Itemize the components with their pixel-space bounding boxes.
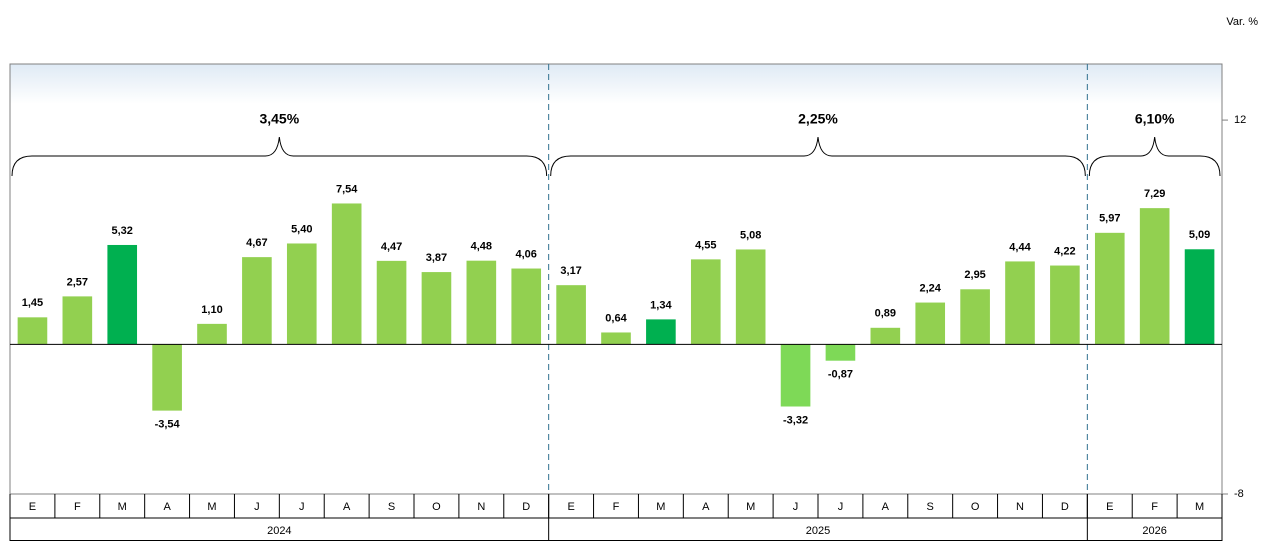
bar (735, 249, 766, 345)
x-tick-label: E (567, 501, 574, 513)
value-label: 4,44 (1009, 241, 1031, 253)
bar (1050, 265, 1080, 345)
y-tick-label: -8 (1234, 488, 1244, 500)
value-label: -3,54 (155, 419, 181, 431)
bar (960, 289, 990, 345)
bar (376, 260, 407, 345)
bar (556, 285, 586, 345)
x-tick-label: F (613, 501, 620, 513)
x-tick-label: J (838, 501, 844, 513)
value-label: 4,06 (516, 248, 537, 260)
period-annotation: 2,25% (798, 111, 838, 127)
bar (1005, 261, 1035, 345)
y-tick-label: 12 (1234, 114, 1246, 126)
x-tick-label: J (254, 501, 260, 513)
value-label: 5,40 (291, 223, 312, 235)
value-label: 2,95 (964, 269, 985, 281)
bar (197, 323, 227, 345)
x-tick-label: F (74, 501, 81, 513)
value-label: 3,87 (426, 252, 447, 264)
value-label: 5,32 (112, 225, 133, 237)
value-label: 5,97 (1099, 213, 1120, 225)
bar (511, 268, 542, 345)
bar (690, 259, 721, 345)
x-tick-label: F (1151, 501, 1158, 513)
x-tick-label: D (1061, 501, 1069, 513)
bar (17, 317, 48, 345)
value-label: 7,54 (336, 183, 358, 195)
bar (421, 272, 452, 345)
value-label: 1,45 (22, 297, 43, 309)
x-tick-label: A (343, 501, 351, 513)
value-label: 4,47 (381, 241, 402, 253)
value-label: 1,34 (650, 299, 672, 311)
x-tick-label: M (118, 501, 127, 513)
x-tick-label: A (702, 501, 710, 513)
bar (1094, 232, 1125, 345)
x-tick-label: E (29, 501, 36, 513)
x-tick-label: J (793, 501, 799, 513)
bar (646, 319, 676, 345)
bar (915, 302, 946, 345)
plot-header-shade (10, 64, 1222, 104)
x-tick-label: N (1016, 501, 1024, 513)
x-tick-label: J (299, 501, 305, 513)
period-brace (11, 136, 548, 177)
value-label: 4,48 (471, 241, 492, 253)
year-label: 2024 (267, 525, 291, 537)
period-annotation: 6,10% (1135, 111, 1175, 127)
value-label: 4,55 (695, 239, 716, 251)
bar (242, 257, 272, 345)
bar (601, 332, 631, 345)
x-tick-label: M (207, 501, 216, 513)
period-brace (550, 136, 1086, 177)
y-axis-label: Var. % (1226, 16, 1258, 28)
x-tick-label: M (656, 501, 665, 513)
x-tick-label: D (522, 501, 530, 513)
bar (152, 344, 182, 411)
value-label: 2,24 (920, 282, 942, 294)
year-label: 2026 (1142, 525, 1166, 537)
value-label: -0,87 (828, 369, 853, 381)
bar (780, 344, 811, 407)
x-tick-label: N (477, 501, 485, 513)
period-annotation: 3,45% (259, 111, 299, 127)
bar (107, 244, 138, 345)
value-label: 2,57 (67, 276, 88, 288)
value-label: 3,17 (560, 265, 581, 277)
x-tick-label: E (1106, 501, 1113, 513)
x-tick-label: S (927, 501, 934, 513)
year-label: 2025 (806, 525, 830, 537)
value-label: -3,32 (783, 414, 808, 426)
period-brace (1088, 136, 1221, 177)
value-label: 0,64 (605, 312, 627, 324)
x-tick-label: A (882, 501, 890, 513)
value-label: 0,89 (875, 308, 896, 320)
value-label: 1,10 (201, 304, 222, 316)
bar (870, 327, 901, 345)
bar (62, 296, 93, 345)
bar (1184, 249, 1215, 345)
plot-frame (9, 63, 1223, 495)
value-label: 5,09 (1189, 229, 1210, 241)
bar (286, 243, 317, 345)
value-label: 4,22 (1054, 245, 1075, 257)
x-tick-label: S (388, 501, 395, 513)
value-label: 5,08 (740, 229, 761, 241)
value-label: 4,67 (246, 237, 267, 249)
bar (331, 203, 362, 345)
x-tick-label: A (163, 501, 171, 513)
bar (466, 260, 497, 345)
x-tick-label: M (746, 501, 755, 513)
bar (825, 344, 856, 361)
x-tick-label: M (1195, 501, 1204, 513)
value-label: 7,29 (1144, 188, 1165, 200)
bar (1139, 208, 1170, 345)
x-tick-label: O (432, 501, 441, 513)
x-tick-label: O (971, 501, 980, 513)
